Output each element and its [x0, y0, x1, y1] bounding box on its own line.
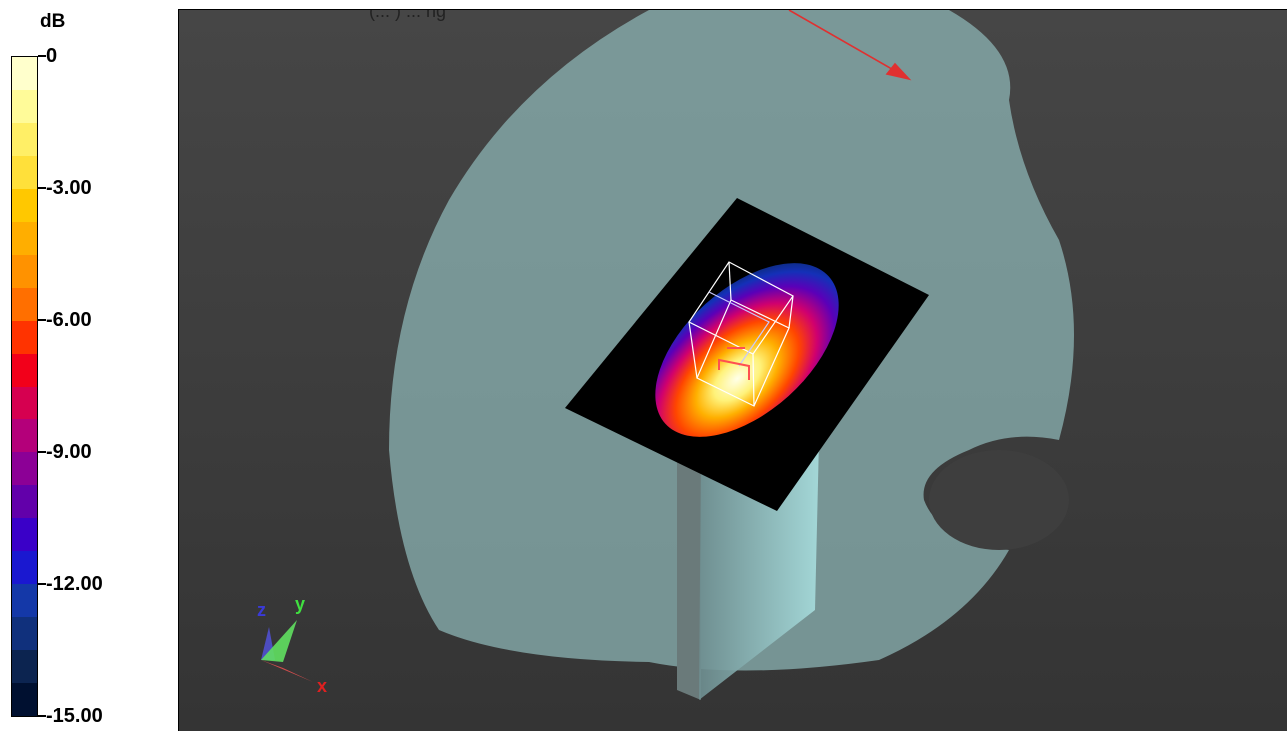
colorbar-tick	[38, 715, 46, 717]
colorbar-band	[12, 254, 37, 288]
phone-stem-shadow	[677, 450, 701, 700]
colorbar-band	[12, 551, 37, 585]
axis-triad: z y x	[257, 594, 327, 696]
colorbar-tick	[38, 319, 46, 321]
axis-y-label: y	[295, 594, 305, 614]
colorbar-tick-label: -3.00	[46, 177, 92, 199]
3d-viewport[interactable]: (... ) ... ng	[178, 9, 1287, 731]
colorbar	[11, 56, 38, 717]
colorbar-tick	[38, 55, 46, 57]
colorbar-tick-label: -12.00	[46, 573, 103, 595]
colorbar-tick	[38, 187, 46, 189]
legend-unit-label: dB	[40, 11, 66, 32]
colorbar-band	[12, 57, 37, 90]
colorbar-band	[12, 617, 37, 651]
colorbar-legend: dB 0 -3.00 -6.00 -9.00 -12.00 -15.00	[0, 0, 178, 731]
colorbar-band	[12, 419, 37, 453]
colorbar-band	[12, 584, 37, 618]
colorbar-band	[12, 683, 37, 717]
colorbar-band	[12, 386, 37, 420]
viewport-caption: (... ) ... ng	[369, 9, 447, 21]
colorbar-band	[12, 287, 37, 321]
phone-stem	[699, 440, 819, 700]
scene-canvas: z y x	[257, 10, 1074, 700]
colorbar-band	[12, 485, 37, 519]
colorbar-band	[12, 320, 37, 354]
colorbar-tick-label: -9.00	[46, 441, 92, 463]
axis-x-label: x	[317, 676, 327, 696]
sar-distribution	[655, 263, 839, 437]
shell-cutout	[929, 450, 1069, 550]
colorbar-band	[12, 353, 37, 387]
device-wireframe	[688, 261, 794, 407]
colorbar-band	[12, 188, 37, 222]
colorbar-band	[12, 650, 37, 684]
axis-z-label: z	[257, 600, 266, 620]
device-feed	[718, 347, 750, 380]
colorbar-band	[12, 221, 37, 255]
colorbar-tick	[38, 583, 46, 585]
colorbar-band	[12, 89, 37, 123]
colorbar-band	[12, 452, 37, 486]
colorbar-tick-label: 0	[46, 45, 58, 67]
colorbar-tick	[38, 451, 46, 453]
colorbar-tick-label: -15.00	[46, 705, 103, 727]
colorbar-band	[12, 155, 37, 189]
incidence-arrow	[788, 10, 912, 81]
colorbar-band	[12, 518, 37, 552]
colorbar-tick-label: -6.00	[46, 309, 92, 331]
colorbar-band	[12, 122, 37, 156]
